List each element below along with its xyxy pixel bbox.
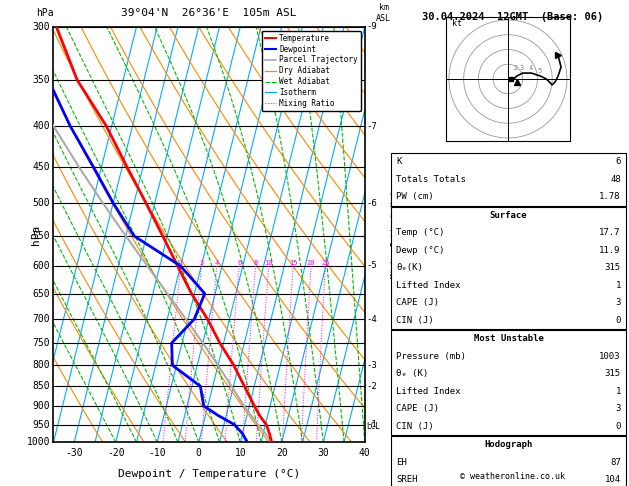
Text: 17.7: 17.7 (599, 228, 621, 237)
Text: 0: 0 (615, 316, 621, 325)
Text: CIN (J): CIN (J) (396, 316, 434, 325)
Text: 900: 900 (33, 401, 50, 411)
Text: 40: 40 (359, 449, 370, 458)
Text: 850: 850 (33, 381, 50, 391)
Text: 11.9: 11.9 (599, 246, 621, 255)
Text: 87: 87 (610, 458, 621, 467)
Text: 315: 315 (604, 369, 621, 378)
Text: Hodograph: Hodograph (484, 440, 533, 449)
Text: 6: 6 (615, 157, 621, 166)
Text: K: K (396, 157, 402, 166)
Text: 0: 0 (615, 422, 621, 431)
Text: -4: -4 (366, 314, 377, 324)
Text: Mixing Ratio (g/kg): Mixing Ratio (g/kg) (391, 191, 401, 278)
Text: SREH: SREH (396, 475, 418, 484)
Text: -2: -2 (366, 382, 377, 391)
Text: 400: 400 (33, 121, 50, 131)
Text: 8: 8 (253, 260, 258, 266)
Text: 1: 1 (615, 281, 621, 290)
Text: Lifted Index: Lifted Index (396, 387, 461, 396)
Text: -3: -3 (366, 361, 377, 370)
Text: θₑ(K): θₑ(K) (396, 263, 423, 272)
Text: 3: 3 (199, 260, 204, 266)
Text: 3: 3 (520, 65, 524, 71)
Text: -10: -10 (148, 449, 166, 458)
Text: 750: 750 (33, 338, 50, 348)
Text: Totals Totals: Totals Totals (396, 175, 466, 184)
Text: 20: 20 (276, 449, 287, 458)
Text: 450: 450 (33, 162, 50, 172)
Text: Dewpoint / Temperature (°C): Dewpoint / Temperature (°C) (118, 469, 300, 479)
Text: -5: -5 (366, 261, 377, 270)
Text: Temp (°C): Temp (°C) (396, 228, 445, 237)
Text: © weatheronline.co.uk: © weatheronline.co.uk (460, 472, 565, 481)
Text: km
ASL: km ASL (376, 3, 391, 22)
Text: 10: 10 (235, 449, 246, 458)
Text: hPa: hPa (31, 225, 42, 244)
Text: 5: 5 (537, 68, 542, 74)
Text: 600: 600 (33, 261, 50, 271)
Text: -1: -1 (366, 420, 377, 429)
Text: -30: -30 (65, 449, 83, 458)
Text: 6: 6 (237, 260, 242, 266)
Text: Dewp (°C): Dewp (°C) (396, 246, 445, 255)
Text: 1: 1 (615, 387, 621, 396)
Text: -20: -20 (107, 449, 125, 458)
Text: 350: 350 (33, 75, 50, 85)
Text: 1.78: 1.78 (599, 192, 621, 201)
Text: 950: 950 (33, 419, 50, 430)
Text: 315: 315 (604, 263, 621, 272)
Text: 10: 10 (264, 260, 273, 266)
Text: PW (cm): PW (cm) (396, 192, 434, 201)
Text: 39°04'N  26°36'E  105m ASL: 39°04'N 26°36'E 105m ASL (121, 8, 297, 18)
Text: kt: kt (452, 19, 462, 28)
Text: 20: 20 (307, 260, 315, 266)
Text: 300: 300 (33, 22, 50, 32)
Text: 1000: 1000 (27, 437, 50, 447)
Text: Surface: Surface (490, 211, 527, 220)
Legend: Temperature, Dewpoint, Parcel Trajectory, Dry Adiabat, Wet Adiabat, Isotherm, Mi: Temperature, Dewpoint, Parcel Trajectory… (262, 31, 361, 111)
Text: 2: 2 (514, 65, 518, 71)
Text: -6: -6 (366, 199, 377, 208)
Text: EH: EH (396, 458, 407, 467)
Text: 3: 3 (615, 298, 621, 307)
Text: Most Unstable: Most Unstable (474, 334, 543, 343)
Text: 25: 25 (321, 260, 330, 266)
Text: 48: 48 (610, 175, 621, 184)
Text: 30.04.2024  12GMT  (Base: 06): 30.04.2024 12GMT (Base: 06) (422, 12, 603, 22)
Text: 500: 500 (33, 198, 50, 208)
Text: θₑ (K): θₑ (K) (396, 369, 428, 378)
Text: 700: 700 (33, 314, 50, 324)
Text: 4: 4 (214, 260, 219, 266)
Text: 15: 15 (289, 260, 298, 266)
Text: 3: 3 (615, 404, 621, 413)
Text: 104: 104 (604, 475, 621, 484)
Text: 650: 650 (33, 289, 50, 298)
Text: -9: -9 (366, 22, 377, 31)
Text: hPa: hPa (36, 8, 54, 18)
Text: CAPE (J): CAPE (J) (396, 298, 439, 307)
Text: Pressure (mb): Pressure (mb) (396, 352, 466, 361)
Text: 4: 4 (528, 65, 533, 71)
Text: -7: -7 (366, 122, 377, 131)
Text: 30: 30 (318, 449, 329, 458)
Text: 1003: 1003 (599, 352, 621, 361)
Text: LCL: LCL (366, 422, 381, 431)
Text: CAPE (J): CAPE (J) (396, 404, 439, 413)
Text: Lifted Index: Lifted Index (396, 281, 461, 290)
Text: 0: 0 (196, 449, 202, 458)
Text: 550: 550 (33, 231, 50, 241)
Text: CIN (J): CIN (J) (396, 422, 434, 431)
Text: 2: 2 (179, 260, 183, 266)
Text: 800: 800 (33, 360, 50, 370)
